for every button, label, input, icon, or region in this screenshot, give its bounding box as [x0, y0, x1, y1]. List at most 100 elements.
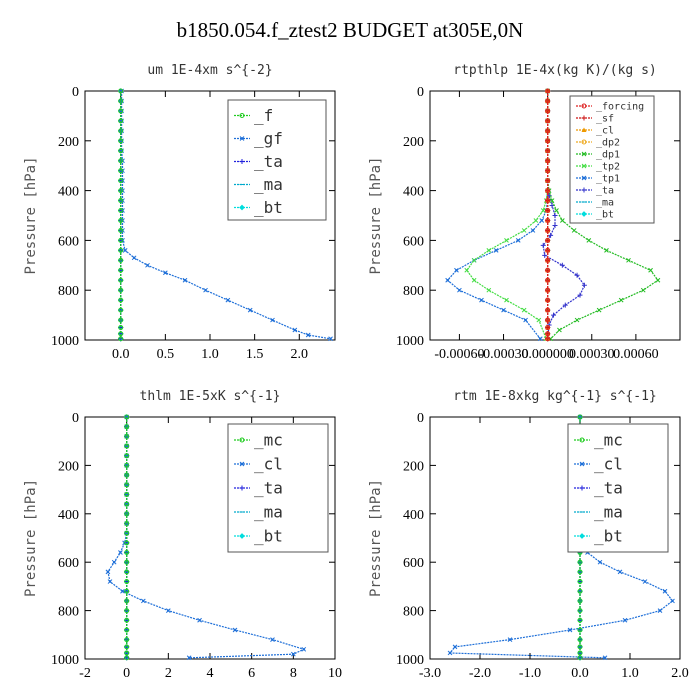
marker-point-18: [146, 264, 149, 267]
x-tick-label: -0.00030: [478, 347, 528, 362]
x-tick-label: -2.0: [469, 666, 491, 681]
marker-point-26: [187, 656, 191, 659]
marker-point-20: [183, 279, 187, 282]
marker-point-23: [118, 317, 124, 323]
marker-point-20: [486, 287, 492, 293]
x-tick-label: 0.5: [157, 347, 175, 362]
x-tick-label: 0.0: [112, 347, 130, 362]
marker-point-25: [292, 652, 295, 656]
marker-point-legend: [581, 151, 587, 157]
marker-point-legend: [581, 163, 587, 169]
marker-point-10: [124, 511, 130, 517]
series-line: [466, 91, 549, 340]
marker-point-25: [448, 651, 452, 655]
marker-point-15: [504, 238, 509, 243]
marker-point-0: [545, 88, 551, 94]
legend-label: _bt: [596, 210, 614, 221]
legend-label: _cl: [596, 126, 614, 137]
marker-point-27: [329, 337, 332, 340]
legend-label: _bt: [254, 527, 283, 546]
marker-point-22: [551, 312, 557, 318]
marker-point-22: [577, 627, 583, 633]
marker-point-16: [542, 252, 548, 258]
legend-label: _ta: [254, 479, 283, 498]
plot-frame: [429, 416, 681, 660]
marker-point-20: [118, 287, 124, 293]
y-axis-label: Pressure [hPa]: [23, 479, 39, 597]
marker-point-8: [118, 168, 124, 174]
marker-point-19: [577, 598, 583, 604]
marker-point-21: [545, 297, 551, 303]
marker-point-18: [545, 267, 551, 273]
marker-point-22: [233, 628, 237, 632]
legend-label: _tp2: [596, 162, 620, 173]
marker-point-24: [557, 327, 562, 333]
marker-point-18: [648, 267, 653, 273]
y-tick-label: 0: [417, 411, 424, 426]
marker-point-16: [106, 570, 110, 574]
y-tick-label: 600: [403, 234, 424, 249]
marker-point-13: [540, 219, 543, 222]
marker-point-19: [118, 277, 124, 283]
marker-point-24: [545, 325, 551, 331]
y-axis-label: Pressure [hPa]: [368, 479, 384, 597]
legend: _mc _cl _ta _ma _bt: [227, 423, 329, 553]
marker-point-legend: [581, 139, 587, 145]
marker-point-0: [577, 414, 583, 420]
plot-frame: [429, 90, 681, 341]
marker-point-24: [577, 644, 583, 650]
marker-point-23: [577, 637, 583, 643]
marker-point-5: [124, 462, 130, 468]
marker-point-12: [540, 208, 546, 213]
marker-point-18: [124, 588, 130, 594]
x-tick-label: 1.5: [246, 347, 264, 362]
marker-point-22: [502, 308, 505, 312]
marker-point-9: [545, 178, 551, 184]
marker-point-26: [307, 333, 310, 337]
marker-point-15: [598, 561, 602, 564]
y-tick-label: 200: [58, 459, 79, 474]
marker-point-legend: [581, 115, 587, 121]
marker-point-26: [118, 336, 124, 342]
x-tick-label: 8: [290, 666, 297, 681]
marker-point-16: [486, 248, 492, 253]
series-group: [105, 414, 307, 661]
marker-point-20: [577, 608, 583, 614]
x-tick-label: -3.0: [419, 666, 441, 681]
marker-point-16: [494, 249, 498, 252]
panel-0: um 1E-4xm s^{-2} Pressure [hPa] 0 200 400 600…: [23, 63, 336, 362]
legend-label: _f: [254, 106, 273, 125]
series-group: [445, 88, 661, 342]
marker-point-legend: [581, 127, 587, 132]
marker-point-3: [118, 118, 124, 124]
series-line: [546, 91, 659, 340]
marker-point-16: [577, 569, 583, 575]
legend-label: _ta: [254, 152, 283, 171]
marker-point-26: [545, 336, 551, 342]
marker-point-26: [577, 655, 583, 661]
legend-label: _mc: [254, 431, 283, 450]
marker-point-14: [521, 228, 527, 233]
y-axis-label: Pressure [hPa]: [23, 156, 39, 274]
marker-point-6: [545, 148, 551, 154]
marker-point-25: [545, 331, 551, 337]
marker-point-9: [118, 178, 124, 184]
y-tick-label: 200: [58, 135, 79, 150]
marker-point-14: [124, 550, 130, 556]
x-tick-label: 0.000000: [521, 347, 574, 362]
marker-point-20: [167, 609, 170, 612]
panel-title: um 1E-4xm s^{-2}: [147, 63, 272, 78]
marker-point-16: [124, 569, 130, 575]
x-tick-label: 1.0: [621, 666, 639, 681]
marker-point-21: [562, 302, 568, 308]
marker-point-10: [545, 188, 551, 194]
y-tick-label: 200: [403, 135, 424, 150]
marker-point-legend: [239, 533, 245, 539]
marker-point-12: [552, 213, 558, 218]
marker-point-24: [271, 318, 274, 322]
legend-label: _ma: [596, 198, 614, 209]
x-tick-label: 2: [165, 666, 172, 681]
marker-point-8: [545, 168, 551, 174]
x-tick-label: -0.00060: [434, 347, 484, 362]
